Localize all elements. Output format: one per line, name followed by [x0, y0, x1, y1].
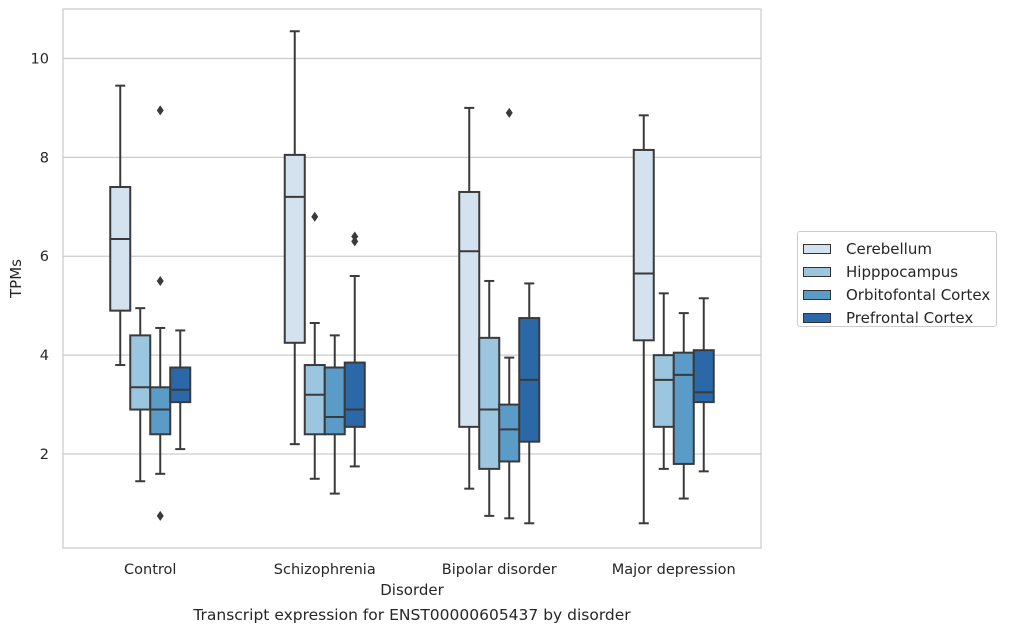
legend-item-hippocampus: Hipppocampus — [803, 260, 996, 283]
box-iqr — [149, 386, 172, 436]
figure-caption: Transcript expression for ENST0000060543… — [193, 606, 631, 624]
outlier-point — [311, 211, 319, 222]
legend-item-prefrontal: Prefrontal Cortex — [803, 306, 996, 329]
box-iqr — [283, 153, 306, 344]
box-0-0 — [109, 84, 132, 367]
box-iqr — [478, 336, 501, 470]
box-0-1 — [283, 30, 306, 446]
x-tick-label: Schizophrenia — [274, 562, 376, 578]
y-axis-label: TPMs — [7, 259, 25, 299]
box-iqr — [109, 186, 132, 312]
series-prefrontal-cortex — [169, 231, 715, 525]
legend-item-orbitofrontal: Orbitofontal Cortex — [803, 283, 996, 306]
box-iqr — [692, 349, 715, 404]
x-axis-label: Disorder — [380, 581, 444, 599]
outlier-point — [156, 275, 164, 286]
legend-label: Prefrontal Cortex — [846, 308, 974, 327]
box-1-3 — [652, 292, 675, 470]
y-tick-label: 2 — [40, 447, 49, 463]
box-1-0 — [129, 307, 152, 483]
box-iqr — [129, 334, 152, 411]
legend-swatch — [803, 312, 831, 323]
legend-swatch — [803, 266, 831, 277]
series-hipppocampus — [129, 211, 675, 517]
box-iqr — [303, 364, 326, 436]
series-orbitofontal-cortex — [149, 105, 695, 521]
box-0-3 — [632, 114, 655, 525]
box-iqr — [169, 366, 192, 404]
box-2-2 — [498, 107, 521, 520]
outlier-point — [156, 105, 164, 116]
y-tick-label: 4 — [40, 348, 49, 364]
legend-label: Hipppocampus — [846, 262, 959, 281]
box-3-1 — [343, 231, 366, 468]
x-tick-label: Bipolar disorder — [442, 562, 557, 578]
box-iqr — [672, 351, 695, 465]
axis-ticks: 2 4 6 8 10 Control Schizophrenia Bipolar disord… — [31, 51, 736, 578]
box-3-3 — [692, 297, 715, 473]
box-iqr — [632, 148, 655, 342]
box-iqr — [652, 354, 675, 428]
x-tick-label: Control — [124, 562, 176, 578]
box-2-3 — [672, 312, 695, 500]
legend-item-cerebellum: Cerebellum — [803, 237, 996, 260]
box-2-0 — [149, 105, 172, 521]
outlier-point — [505, 107, 513, 118]
plot-frame — [62, 8, 762, 549]
y-tick-label: 10 — [31, 51, 49, 67]
box-iqr — [343, 361, 366, 428]
box-1-1 — [303, 211, 326, 480]
box-series — [109, 30, 715, 525]
y-tick-label: 6 — [40, 249, 49, 265]
legend-swatch — [803, 243, 831, 254]
legend-label: Orbitofontal Cortex — [846, 285, 991, 304]
box-2-1 — [323, 334, 346, 495]
legend-swatch — [803, 289, 831, 300]
outlier-point — [156, 510, 164, 521]
box-0-2 — [458, 106, 481, 490]
box-3-0 — [169, 329, 192, 451]
box-iqr — [498, 403, 521, 463]
box-1-2 — [478, 279, 501, 517]
outlier-point — [351, 236, 359, 247]
box-iqr — [323, 366, 346, 436]
legend-label: Cerebellum — [846, 239, 932, 258]
series-cerebellum — [109, 30, 655, 525]
y-tick-label: 8 — [40, 150, 49, 166]
legend: Cerebellum Hipppocampus Orbitofontal Cor… — [797, 231, 997, 327]
box-iqr — [458, 190, 481, 428]
box-3-2 — [518, 282, 541, 525]
x-tick-label: Major depression — [612, 562, 736, 578]
